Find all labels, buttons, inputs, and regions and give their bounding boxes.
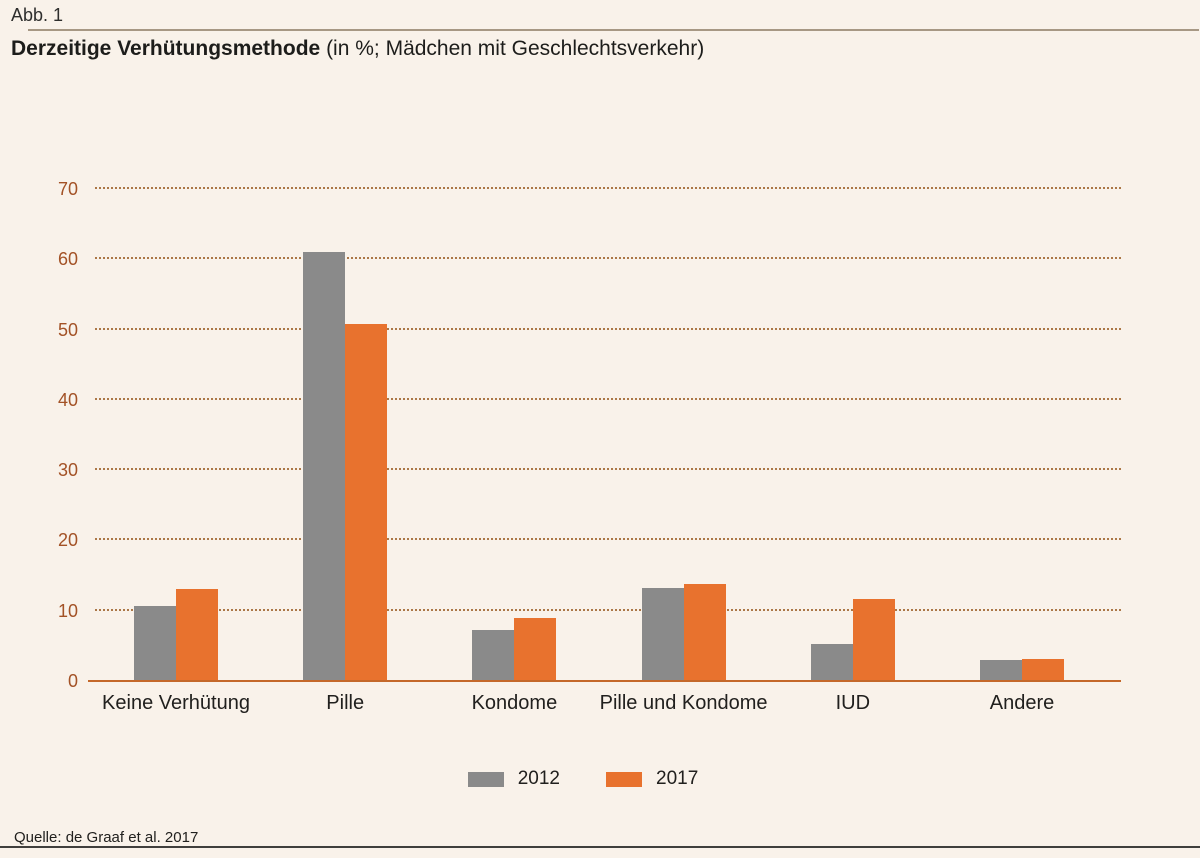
gridline-70 <box>95 187 1121 189</box>
bar-2012 <box>641 587 684 681</box>
chart-title-subtitle: (in %; Mädchen mit Geschlechtsverkehr) <box>326 37 705 60</box>
y-axis-tick-30: 30 <box>57 460 78 481</box>
bar-group-1 <box>300 252 390 681</box>
legend-label-2017: 2017 <box>656 768 699 789</box>
legend-label-2012: 2012 <box>517 768 560 789</box>
bar-group-3 <box>639 584 729 681</box>
bar-2017 <box>683 584 726 681</box>
x-axis-label-3: Pille und Kondome <box>599 692 768 714</box>
bar-2017 <box>176 588 218 681</box>
source-note: Quelle: de Graaf et al. 2017 <box>14 829 199 846</box>
bar-2017 <box>852 599 895 681</box>
y-axis-tick-60: 60 <box>57 249 78 270</box>
bar-2012 <box>980 659 1022 681</box>
y-axis-tick-0: 0 <box>67 671 78 691</box>
figure-label: Abb. 1 <box>11 5 64 25</box>
bar-2012 <box>810 643 853 681</box>
x-axis-label-2: Kondome <box>471 692 558 714</box>
bar-2017 <box>1022 658 1064 681</box>
legend-item-2017: 2017 <box>606 768 698 790</box>
y-axis-tick-50: 50 <box>57 319 78 340</box>
gridline-50 <box>95 327 1121 330</box>
legend-swatch-2017 <box>606 771 642 787</box>
gridline-30 <box>95 468 1121 471</box>
chart-title: Derzeitige Verhütungsmethode (in %; Mädc… <box>11 37 704 61</box>
gridline-20 <box>95 538 1121 541</box>
bar-2017 <box>345 323 388 681</box>
gridline-40 <box>95 397 1121 400</box>
legend-swatch-2012 <box>467 771 504 787</box>
y-axis-tick-70: 70 <box>57 179 78 199</box>
legend: 2012 2017 <box>0 768 1183 790</box>
header-rule <box>28 29 1199 31</box>
x-axis-label-0: Keine Verhütung <box>102 692 250 714</box>
x-axis-label-5: Andere <box>989 692 1055 714</box>
y-axis-tick-40: 40 <box>57 389 78 410</box>
gridline-10 <box>95 608 1121 611</box>
x-axis-label-1: Pille <box>326 692 365 714</box>
chart-title-main: Derzeitige Verhütungsmethode <box>11 37 321 60</box>
bar-group-2 <box>469 618 559 681</box>
bar-group-4 <box>808 599 898 681</box>
bar-group-5 <box>977 658 1067 681</box>
y-axis-tick-10: 10 <box>57 600 78 621</box>
legend-item-2012: 2012 <box>467 768 560 790</box>
gridline-60 <box>95 257 1121 260</box>
bar-2012 <box>472 630 515 681</box>
x-axis-label-4: IUD <box>835 692 871 714</box>
bottom-rule <box>0 846 1200 848</box>
bar-group-0 <box>131 588 221 681</box>
bar-2012 <box>134 605 176 681</box>
plot-area: 0 10 20 30 40 50 60 70 Keine Verhütung Pille Kondo… <box>58 179 1121 714</box>
bar-2017 <box>514 618 557 681</box>
bar-2012 <box>303 252 346 681</box>
x-axis-line <box>88 680 1121 682</box>
y-axis-tick-20: 20 <box>57 530 78 551</box>
